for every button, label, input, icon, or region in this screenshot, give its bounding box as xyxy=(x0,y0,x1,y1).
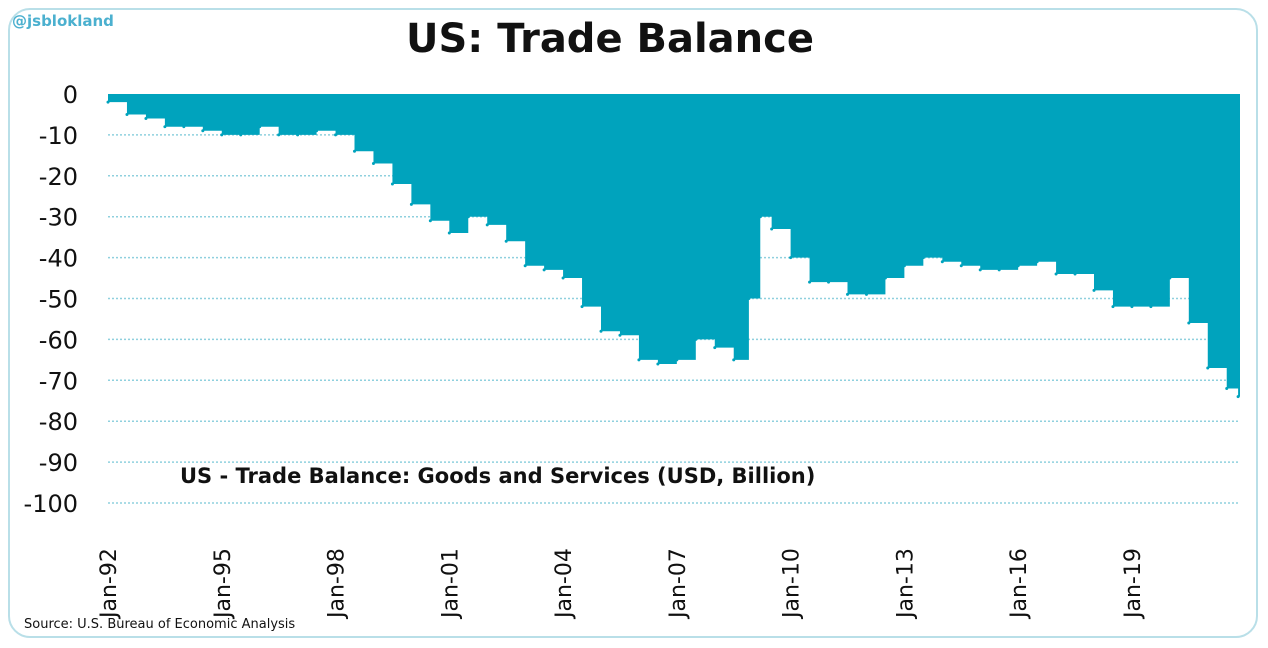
x-tick-label: Jan-10 xyxy=(780,548,805,620)
source-note: Source: U.S. Bureau of Economic Analysis xyxy=(24,617,296,632)
y-tick-label: -40 xyxy=(39,245,78,273)
chart-frame xyxy=(8,8,1258,638)
data-point xyxy=(864,292,868,296)
data-point xyxy=(675,358,679,362)
data-point xyxy=(296,133,300,137)
y-tick-label: -60 xyxy=(39,326,78,354)
data-point xyxy=(390,182,394,186)
chart-title: US: Trade Balance xyxy=(405,16,814,62)
data-point xyxy=(466,215,470,219)
data-point xyxy=(220,133,224,137)
data-point xyxy=(694,337,698,341)
data-point xyxy=(1187,321,1191,325)
data-point xyxy=(770,227,774,231)
data-point xyxy=(902,264,906,268)
data-point xyxy=(485,223,489,227)
data-point xyxy=(182,125,186,129)
data-point xyxy=(732,358,736,362)
data-point xyxy=(921,256,925,260)
x-tick-label: Jan-19 xyxy=(1121,548,1146,620)
data-point xyxy=(447,231,451,235)
x-tick-label: Jan-04 xyxy=(552,548,577,620)
data-point xyxy=(758,215,762,219)
data-point xyxy=(1035,260,1039,264)
data-point xyxy=(827,280,831,284)
x-tick-label: Jan-92 xyxy=(97,548,122,620)
x-tick-label: Jan-16 xyxy=(1007,548,1032,620)
data-point xyxy=(106,100,110,104)
data-point xyxy=(747,297,751,300)
x-tick-label: Jan-13 xyxy=(893,548,918,620)
data-point xyxy=(1236,395,1240,399)
data-point xyxy=(1054,272,1058,276)
data-point xyxy=(523,264,527,268)
x-tick-label: Jan-98 xyxy=(325,548,350,620)
data-point xyxy=(637,358,641,362)
data-point xyxy=(599,329,603,333)
data-point xyxy=(277,133,281,137)
data-point xyxy=(808,280,812,284)
data-point xyxy=(428,219,432,223)
x-tick-label: Jan-01 xyxy=(438,548,463,620)
data-point xyxy=(315,129,319,133)
data-point xyxy=(1016,264,1020,268)
y-tick-label: 0 xyxy=(63,81,78,109)
data-point xyxy=(713,346,717,350)
data-point xyxy=(845,292,849,296)
data-point xyxy=(1092,288,1096,292)
data-point xyxy=(1130,305,1134,309)
data-point xyxy=(163,125,167,129)
data-point xyxy=(1168,276,1172,280)
data-point xyxy=(1073,272,1077,276)
data-point xyxy=(334,133,338,137)
y-tick-label: -50 xyxy=(39,286,78,314)
data-point xyxy=(371,162,375,166)
y-tick-label: -90 xyxy=(39,449,78,477)
data-point xyxy=(1225,386,1229,390)
y-tick-label: -20 xyxy=(39,163,78,191)
series-label: US - Trade Balance: Goods and Services (… xyxy=(180,464,815,488)
data-point xyxy=(580,305,584,309)
data-point xyxy=(789,256,793,260)
data-point xyxy=(1206,366,1210,370)
data-point xyxy=(959,264,963,268)
x-tick-label: Jan-95 xyxy=(211,548,236,620)
data-point xyxy=(201,129,205,133)
data-point xyxy=(144,117,148,121)
data-point xyxy=(409,202,413,206)
y-tick-label: -80 xyxy=(39,408,78,436)
data-point xyxy=(1149,305,1153,309)
y-tick-label: -10 xyxy=(39,122,78,150)
data-point xyxy=(504,239,508,243)
data-point xyxy=(978,268,982,272)
data-point xyxy=(997,268,1001,272)
data-point xyxy=(542,268,546,272)
data-point xyxy=(940,260,944,264)
y-tick-label: -100 xyxy=(24,490,78,518)
data-point xyxy=(561,276,565,280)
data-point xyxy=(125,112,129,116)
data-point xyxy=(239,133,243,137)
data-point xyxy=(1111,305,1115,309)
data-point xyxy=(656,362,660,366)
data-point xyxy=(258,125,262,129)
data-point xyxy=(618,333,622,337)
y-tick-label: -70 xyxy=(39,367,78,395)
logo-watermark: @jsblokland xyxy=(12,12,114,30)
y-tick-label: -30 xyxy=(39,204,78,232)
data-point xyxy=(883,276,887,280)
trade-balance-area xyxy=(108,94,1240,397)
data-point xyxy=(352,149,356,153)
x-tick-label: Jan-07 xyxy=(666,548,691,620)
